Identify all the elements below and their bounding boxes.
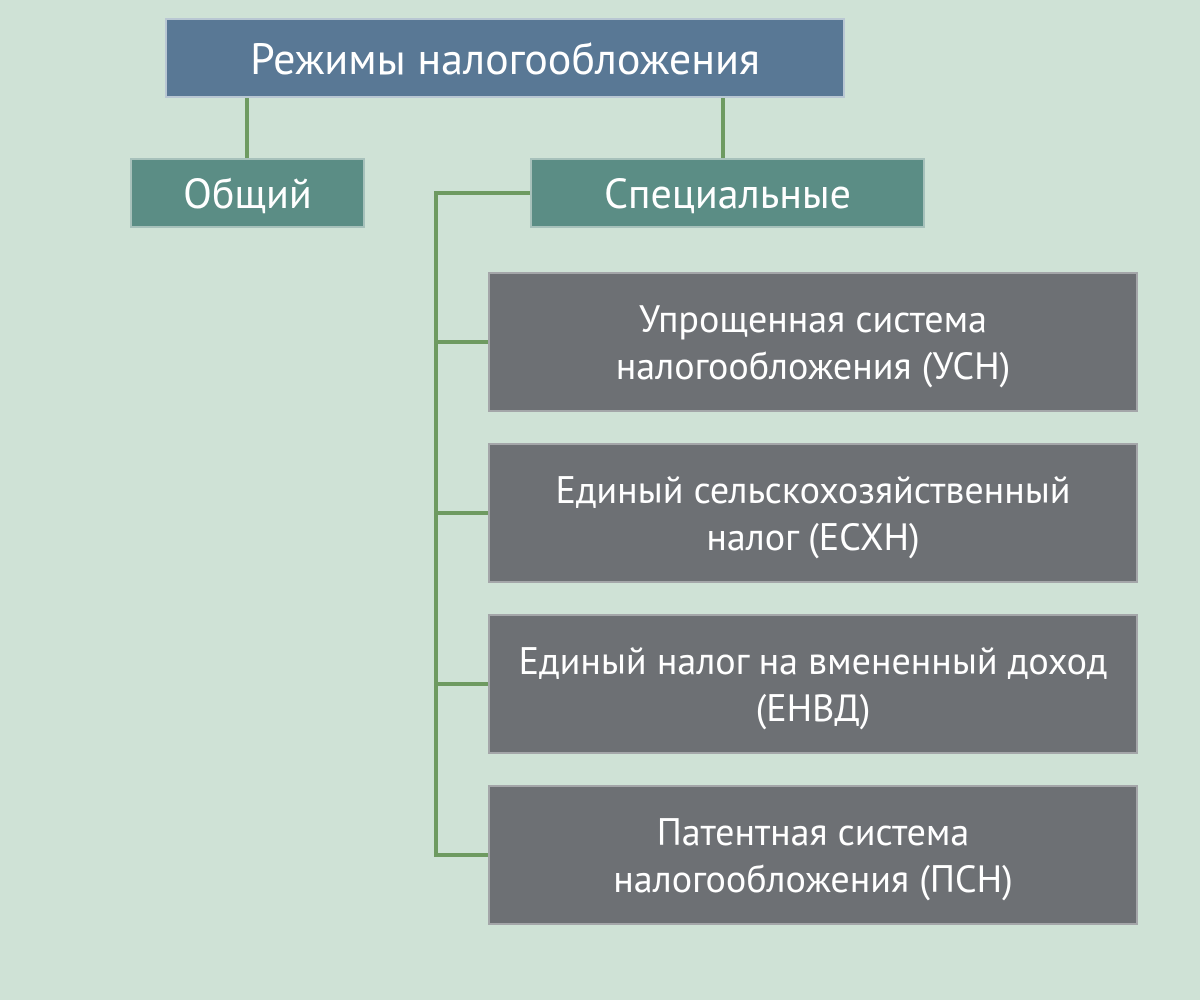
node-envd: Единый налог на вмененный доход (ЕНВД) <box>488 614 1138 754</box>
node-root: Режимы налогообложения <box>165 18 845 98</box>
connector-segment <box>434 191 438 857</box>
node-psn-label: Патентная система налогообложения (ПСН) <box>506 808 1120 903</box>
node-usn-label: Упрощенная система налогообложения (УСН) <box>506 295 1120 390</box>
node-general-label: Общий <box>183 167 312 220</box>
connector-segment <box>436 340 488 344</box>
node-eskhn-label: Единый сельскохозяйственный налог (ЕСХН) <box>506 466 1120 561</box>
node-eskhn: Единый сельскохозяйственный налог (ЕСХН) <box>488 443 1138 583</box>
node-root-label: Режимы налогообложения <box>250 31 760 86</box>
node-envd-label: Единый налог на вмененный доход (ЕНВД) <box>506 637 1120 732</box>
node-special-label: Специальные <box>604 167 851 220</box>
diagram-canvas: Режимы налогообложения Общий Специальные… <box>0 0 1200 1000</box>
node-usn: Упрощенная система налогообложения (УСН) <box>488 272 1138 412</box>
connector-segment <box>436 682 488 686</box>
connector-segment <box>436 853 488 857</box>
connector-segment <box>245 98 249 158</box>
node-psn: Патентная система налогообложения (ПСН) <box>488 785 1138 925</box>
connector-segment <box>436 191 530 195</box>
connector-segment <box>721 98 725 158</box>
connector-segment <box>436 511 488 515</box>
node-special: Специальные <box>530 158 925 228</box>
node-general: Общий <box>130 158 365 228</box>
